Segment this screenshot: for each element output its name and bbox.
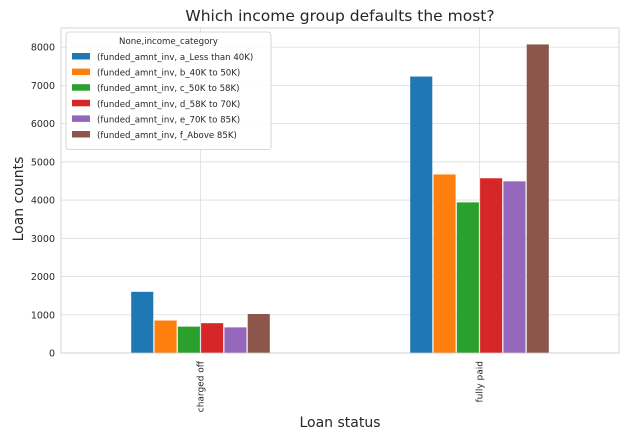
bar bbox=[503, 181, 526, 353]
bar bbox=[177, 326, 200, 353]
legend-label: (funded_amnt_inv, f_Above 85K) bbox=[97, 131, 237, 141]
bar bbox=[201, 323, 224, 353]
y-tick-label: 5000 bbox=[31, 157, 55, 168]
x-tick-label: charged off bbox=[197, 360, 207, 412]
bar bbox=[247, 314, 270, 353]
bar bbox=[456, 202, 479, 353]
plot-frame bbox=[60, 27, 620, 354]
legend-box bbox=[65, 31, 272, 150]
y-tick-label: 7000 bbox=[31, 81, 55, 92]
legend-label: (funded_amnt_inv, b_40K to 50K) bbox=[97, 69, 240, 79]
y-tick-label: 1000 bbox=[31, 310, 55, 321]
bar bbox=[480, 178, 503, 353]
x-axis-label: Loan status bbox=[299, 415, 380, 430]
legend-title: None,income_category bbox=[119, 37, 218, 47]
y-axis-label: Loan counts bbox=[11, 157, 27, 242]
bar bbox=[131, 291, 154, 353]
y-tick-label: 0 bbox=[49, 349, 55, 360]
legend-label: (funded_amnt_inv, e_70K to 85K) bbox=[97, 115, 240, 125]
bar bbox=[224, 327, 247, 353]
legend-swatch bbox=[72, 131, 90, 138]
legend-swatch bbox=[72, 68, 90, 76]
y-tick-label: 6000 bbox=[31, 119, 55, 130]
legend-swatch bbox=[72, 84, 90, 91]
bar bbox=[526, 44, 549, 354]
legend-label: (funded_amnt_inv, c_50K to 58K) bbox=[97, 84, 240, 94]
x-tick-label: fully paid bbox=[476, 361, 486, 403]
axes: 0 1000 2000 3000 4000 5000 6000 7000 8000 charged… bbox=[31, 27, 620, 412]
bars bbox=[131, 44, 549, 354]
y-tick-label: 4000 bbox=[31, 196, 55, 207]
bar bbox=[433, 174, 456, 353]
legend: None,income_category (funded_amnt_inv, a_… bbox=[65, 31, 272, 150]
y-tick-label: 3000 bbox=[31, 234, 55, 245]
legend-label: (funded_amnt_inv, a_Less than 40K) bbox=[97, 53, 253, 63]
chart-title: Which income group defaults the most? bbox=[185, 7, 494, 25]
legend-swatch bbox=[72, 115, 90, 122]
bar bbox=[410, 76, 433, 353]
y-tick-label: 8000 bbox=[31, 43, 55, 54]
legend-swatch bbox=[72, 53, 90, 60]
bar bbox=[154, 320, 177, 353]
legend-swatch bbox=[72, 99, 90, 107]
legend-label: (funded_amnt_inv, d_58K to 70K) bbox=[97, 100, 240, 110]
y-tick-label: 2000 bbox=[31, 272, 55, 283]
